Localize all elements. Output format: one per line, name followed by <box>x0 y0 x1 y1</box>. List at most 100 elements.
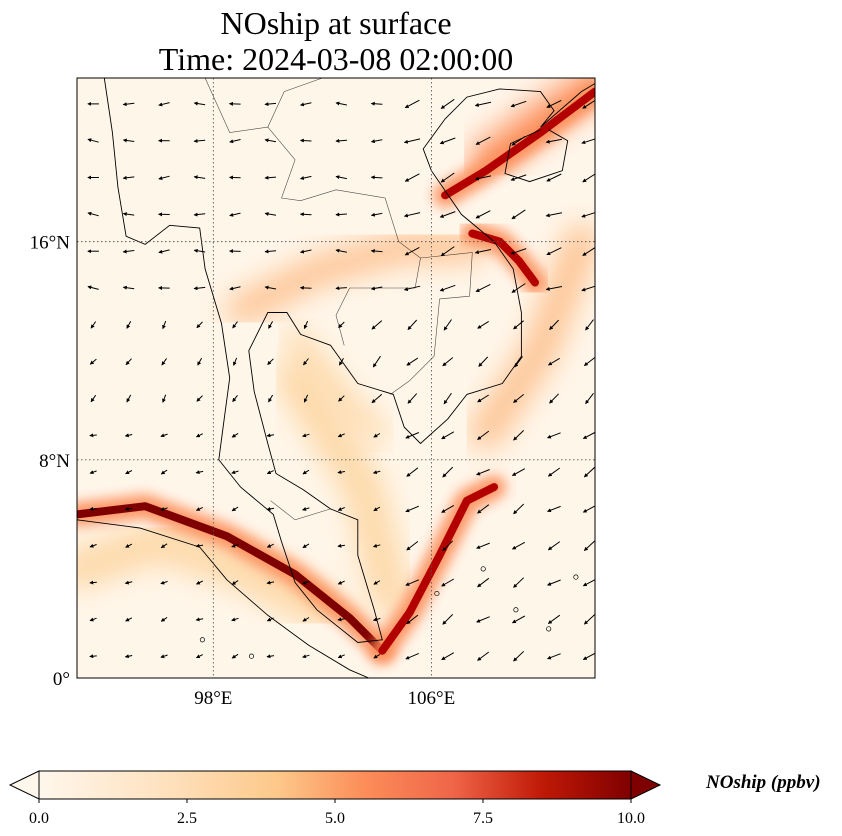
colorbar-tick-label-4: 10.0 <box>617 810 645 827</box>
wind-vector <box>477 651 490 661</box>
wind-vector <box>442 357 454 367</box>
wind-vector <box>231 653 239 659</box>
wind-vector <box>193 286 206 291</box>
colorbar-extend-min <box>8 770 40 800</box>
wind-vector <box>196 395 203 402</box>
wind-vector <box>549 393 559 404</box>
wind-vector <box>266 470 274 475</box>
wind-vector <box>441 504 455 513</box>
wind-vector <box>474 175 492 181</box>
wind-vector <box>370 175 383 180</box>
wind-vector <box>302 507 310 511</box>
xtick-label-0: 98°E <box>194 688 232 709</box>
wind-vector <box>372 617 381 622</box>
wind-vector <box>513 394 525 403</box>
colorbar-tick-label-2: 5.0 <box>325 810 345 827</box>
wind-vector <box>403 212 421 218</box>
wind-vector <box>160 507 168 511</box>
wind-vector <box>193 138 206 143</box>
wind-vector <box>514 356 523 368</box>
wind-vector <box>583 540 595 551</box>
wind-vector <box>161 358 168 366</box>
wind-vector <box>442 540 454 552</box>
colorbar-label: NOship (ppbv) <box>706 772 821 793</box>
wind-vector <box>122 138 135 143</box>
wind-vector <box>441 431 455 440</box>
wind-vector <box>299 285 312 290</box>
wind-vector <box>197 357 203 366</box>
wind-vector <box>302 654 310 659</box>
wind-vector <box>583 466 595 478</box>
wind-vector <box>441 578 455 587</box>
wind-vector <box>299 138 312 143</box>
island-4 <box>513 607 519 613</box>
wind-vector <box>122 102 135 107</box>
wind-vector <box>335 248 347 253</box>
wind-vector <box>89 543 97 548</box>
wind-vector <box>264 212 277 216</box>
wind-vector <box>511 468 526 476</box>
wind-vector <box>266 580 275 585</box>
wind-vector <box>229 286 241 291</box>
wind-vector <box>231 506 239 512</box>
wind-vector <box>511 209 526 220</box>
gridlines <box>77 78 595 678</box>
border-1 <box>390 252 473 395</box>
island-5 <box>546 626 552 632</box>
wind-vector <box>405 505 419 513</box>
wind-vector <box>160 654 168 659</box>
wind-vector <box>335 138 347 143</box>
wind-vector <box>370 249 383 254</box>
xtick-label-1: 106°E <box>408 688 456 709</box>
wind-vector <box>89 506 97 511</box>
island-1 <box>248 653 255 659</box>
track-line-3 <box>441 87 595 200</box>
wind-vector <box>126 321 132 329</box>
wind-vector <box>232 357 238 366</box>
wind-vector <box>158 249 170 254</box>
wind-vector <box>476 616 490 623</box>
wind-vector <box>406 614 419 625</box>
wind-vector <box>195 433 204 438</box>
wind-vector <box>510 100 527 108</box>
wind-vector <box>547 614 561 624</box>
wind-vector <box>160 433 168 438</box>
wind-vector <box>371 320 383 330</box>
island-3 <box>480 566 486 572</box>
wind-vector <box>476 542 490 549</box>
wind-vector <box>232 394 238 403</box>
island-6 <box>573 574 579 580</box>
wind-vector <box>511 615 526 624</box>
wind-vector <box>439 284 456 292</box>
wind-vector <box>268 394 274 403</box>
wind-vector <box>373 433 381 438</box>
wind-vector <box>302 543 310 549</box>
wind-vector <box>124 433 133 438</box>
wind-vector <box>124 580 133 585</box>
wind-vector <box>335 286 347 291</box>
wind-vector <box>582 247 595 256</box>
wind-vector <box>513 430 525 441</box>
border-3 <box>270 500 331 521</box>
plume-haze-4 <box>77 521 343 630</box>
wind-vector <box>264 249 277 254</box>
wind-vector <box>193 212 206 217</box>
wind-vector <box>266 617 274 622</box>
coastline-1 <box>504 129 569 183</box>
wind-vector <box>335 101 347 106</box>
wind-vector <box>195 617 204 622</box>
wind-vector <box>90 321 97 329</box>
wind-vector <box>475 283 491 293</box>
wind-vector <box>405 579 419 586</box>
wind-vector <box>337 507 345 511</box>
wind-vector <box>266 506 275 511</box>
wind-vector <box>299 102 312 107</box>
wind-vector <box>335 212 347 217</box>
wind-vector <box>440 98 455 109</box>
wind-vector <box>511 283 526 293</box>
wind-vector <box>582 652 595 660</box>
wind-vector <box>266 543 274 548</box>
wind-vector <box>439 137 456 145</box>
concentration-field <box>77 78 595 663</box>
